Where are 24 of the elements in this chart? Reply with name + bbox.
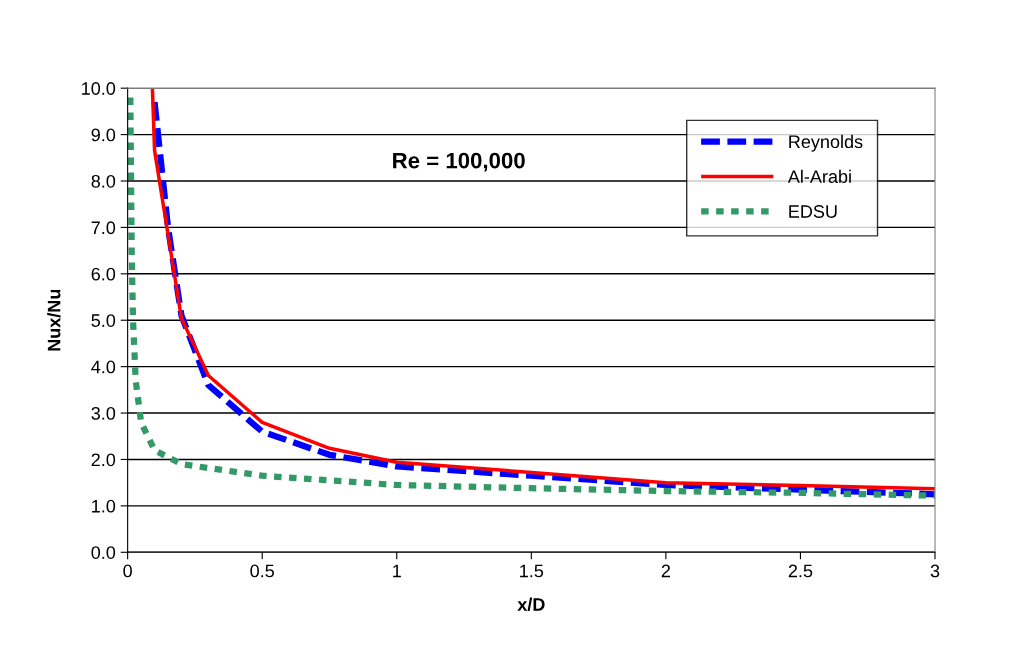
y-tick-label: 0.0	[91, 546, 116, 559]
y-tick-label: 2.0	[91, 453, 116, 467]
y-tick-label: 7.0	[91, 221, 116, 235]
legend-label: Al-Arabi	[787, 169, 851, 184]
x-tick-label: 0	[123, 564, 132, 578]
legend-label: EDSU	[789, 205, 837, 218]
x-axis-title: x/D	[517, 597, 545, 612]
y-tick-label: 9.0	[91, 128, 116, 142]
annotation: Re = 100,000	[393, 152, 525, 172]
legend-label: Reynolds	[789, 134, 863, 152]
y-tick-label: 1.0	[92, 499, 116, 513]
y-axis-title: Nux/Nu	[47, 289, 61, 351]
x-tick-label: 2.5	[788, 564, 813, 578]
y-tick-label: 5.0	[91, 314, 116, 327]
x-tick-label: 0.5	[250, 564, 274, 578]
x-tick-label: 3	[930, 564, 940, 578]
y-tick-label: 6.0	[91, 267, 116, 281]
y-tick-label: 10.0	[82, 82, 116, 95]
y-tick-label: 3.0	[91, 406, 116, 420]
y-tick-label: 8.0	[91, 174, 116, 188]
y-tick-label: 4.0	[91, 360, 116, 374]
x-tick-label: 2	[661, 564, 670, 578]
x-tick-label: 1.5	[520, 564, 544, 578]
x-tick-label: 1	[393, 564, 401, 578]
